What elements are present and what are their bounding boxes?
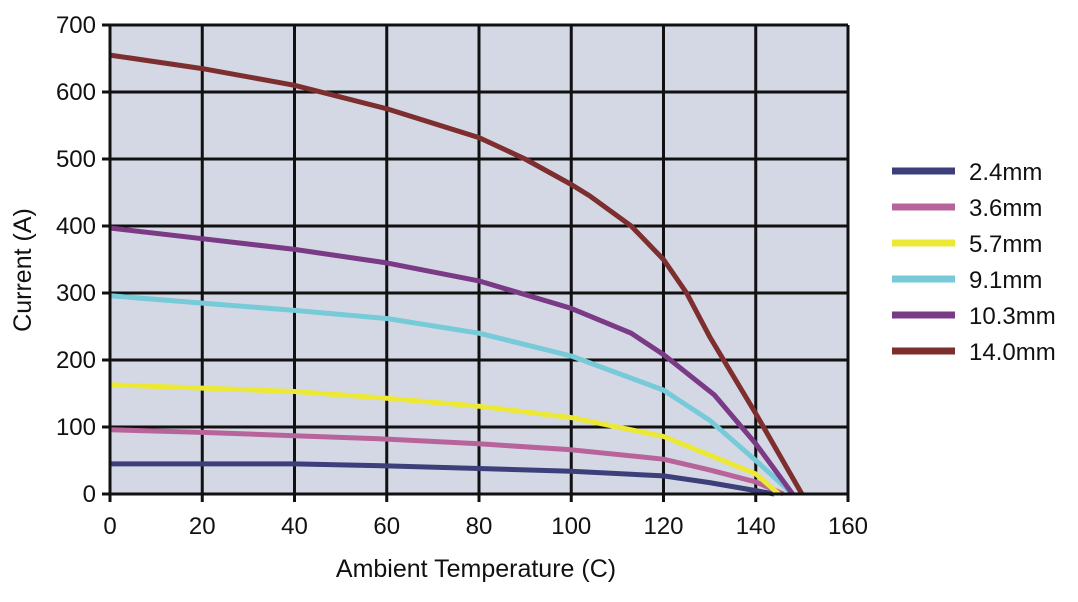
- legend-label-9.1mm: 9.1mm: [969, 267, 1042, 294]
- x-tick-label: 40: [281, 513, 308, 540]
- series-line-9.1mm: [109, 293, 795, 496]
- y-tick-label: 200: [56, 347, 96, 374]
- y-axis-title: Current (A): [9, 208, 37, 332]
- axes: 0 20 40 60 80 100 120 140 160 0 100 200 300 400 500 600…: [56, 12, 868, 540]
- series-line-14.0mm: [109, 52, 805, 496]
- y-tick-label: 400: [56, 213, 96, 240]
- series-line-2.4mm: [110, 461, 775, 497]
- x-tick-label: 0: [103, 513, 116, 540]
- y-tick-label: 500: [56, 146, 96, 173]
- x-axis-title: Ambient Temperature (C): [336, 555, 616, 583]
- y-tick-label: 0: [83, 481, 96, 508]
- y-tick-label: 100: [56, 414, 96, 441]
- x-tick-label: 100: [551, 513, 591, 540]
- series-lines: [109, 52, 805, 497]
- legend-label-5.7mm: 5.7mm: [969, 231, 1042, 258]
- x-tick-label: 120: [643, 513, 683, 540]
- x-tick-label: 140: [736, 513, 776, 540]
- legend-label-10.3mm: 10.3mm: [969, 303, 1056, 330]
- series-line-3.6mm: [109, 427, 785, 497]
- legend-label-3.6mm: 3.6mm: [969, 195, 1042, 222]
- y-tick-label: 600: [56, 79, 96, 106]
- y-tick-label: 300: [56, 280, 96, 307]
- series-line-5.7mm: [109, 382, 781, 496]
- y-tick-label: 700: [56, 12, 96, 39]
- x-tick-label: 80: [466, 513, 493, 540]
- series-line-10.3mm: [109, 225, 795, 496]
- legend-label-2.4mm: 2.4mm: [969, 159, 1042, 186]
- legend-label-14.0mm: 14.0mm: [969, 339, 1056, 366]
- x-tick-label: 20: [189, 513, 216, 540]
- legend: 2.4mm 3.6mm 5.7mm 9.1mm 10.3mm 14.0mm: [892, 159, 1056, 366]
- x-tick-label: 160: [828, 513, 868, 540]
- x-tick-label: 60: [373, 513, 400, 540]
